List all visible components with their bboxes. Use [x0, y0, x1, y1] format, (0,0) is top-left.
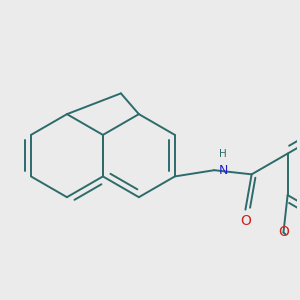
- Text: N: N: [219, 164, 228, 177]
- Text: O: O: [278, 226, 289, 239]
- Text: H: H: [219, 148, 226, 159]
- Text: O: O: [240, 214, 251, 228]
